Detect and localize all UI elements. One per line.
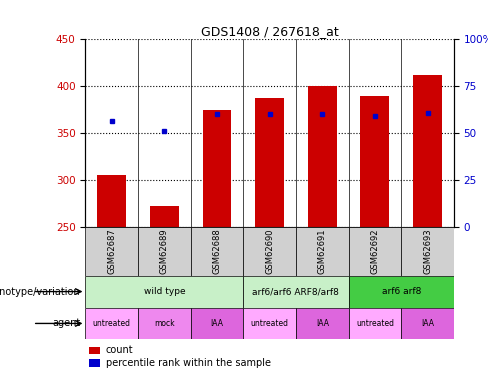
Text: count: count — [106, 345, 133, 355]
Text: IAA: IAA — [421, 319, 434, 328]
Bar — [85, 227, 138, 276]
Text: agent: agent — [52, 318, 81, 328]
Bar — [348, 276, 454, 308]
Bar — [401, 308, 454, 339]
Bar — [255, 98, 284, 227]
Text: untreated: untreated — [251, 319, 288, 328]
Bar — [89, 346, 100, 354]
Title: GDS1408 / 267618_at: GDS1408 / 267618_at — [201, 25, 339, 38]
Bar — [150, 206, 179, 227]
Text: GSM62693: GSM62693 — [423, 228, 432, 274]
Text: GSM62690: GSM62690 — [265, 228, 274, 274]
Text: arf6 arf8: arf6 arf8 — [382, 287, 421, 296]
Text: IAA: IAA — [210, 319, 224, 328]
Text: mock: mock — [154, 319, 175, 328]
Bar — [308, 86, 337, 227]
Text: GSM62692: GSM62692 — [370, 228, 379, 274]
Bar — [244, 308, 296, 339]
Text: GSM62691: GSM62691 — [318, 228, 327, 274]
Bar — [348, 308, 401, 339]
Text: GSM62687: GSM62687 — [107, 228, 116, 274]
Bar — [203, 110, 231, 227]
Bar — [296, 308, 348, 339]
Text: GSM62688: GSM62688 — [212, 228, 222, 274]
Bar — [97, 176, 126, 227]
Bar — [191, 227, 244, 276]
Bar — [361, 96, 389, 227]
Text: arf6/arf6 ARF8/arf8: arf6/arf6 ARF8/arf8 — [252, 287, 339, 296]
Bar — [138, 227, 191, 276]
Bar — [85, 276, 244, 308]
Text: GSM62689: GSM62689 — [160, 228, 169, 274]
Bar — [296, 227, 348, 276]
Bar — [401, 227, 454, 276]
Text: percentile rank within the sample: percentile rank within the sample — [106, 358, 271, 368]
Bar — [413, 75, 442, 227]
Text: untreated: untreated — [356, 319, 394, 328]
Bar — [191, 308, 244, 339]
Bar — [89, 359, 100, 367]
Text: genotype/variation: genotype/variation — [0, 286, 81, 297]
Bar — [138, 308, 191, 339]
Bar — [348, 227, 401, 276]
Bar — [85, 308, 138, 339]
Bar — [244, 227, 296, 276]
Text: IAA: IAA — [316, 319, 329, 328]
Bar — [244, 276, 348, 308]
Text: wild type: wild type — [143, 287, 185, 296]
Text: untreated: untreated — [93, 319, 131, 328]
